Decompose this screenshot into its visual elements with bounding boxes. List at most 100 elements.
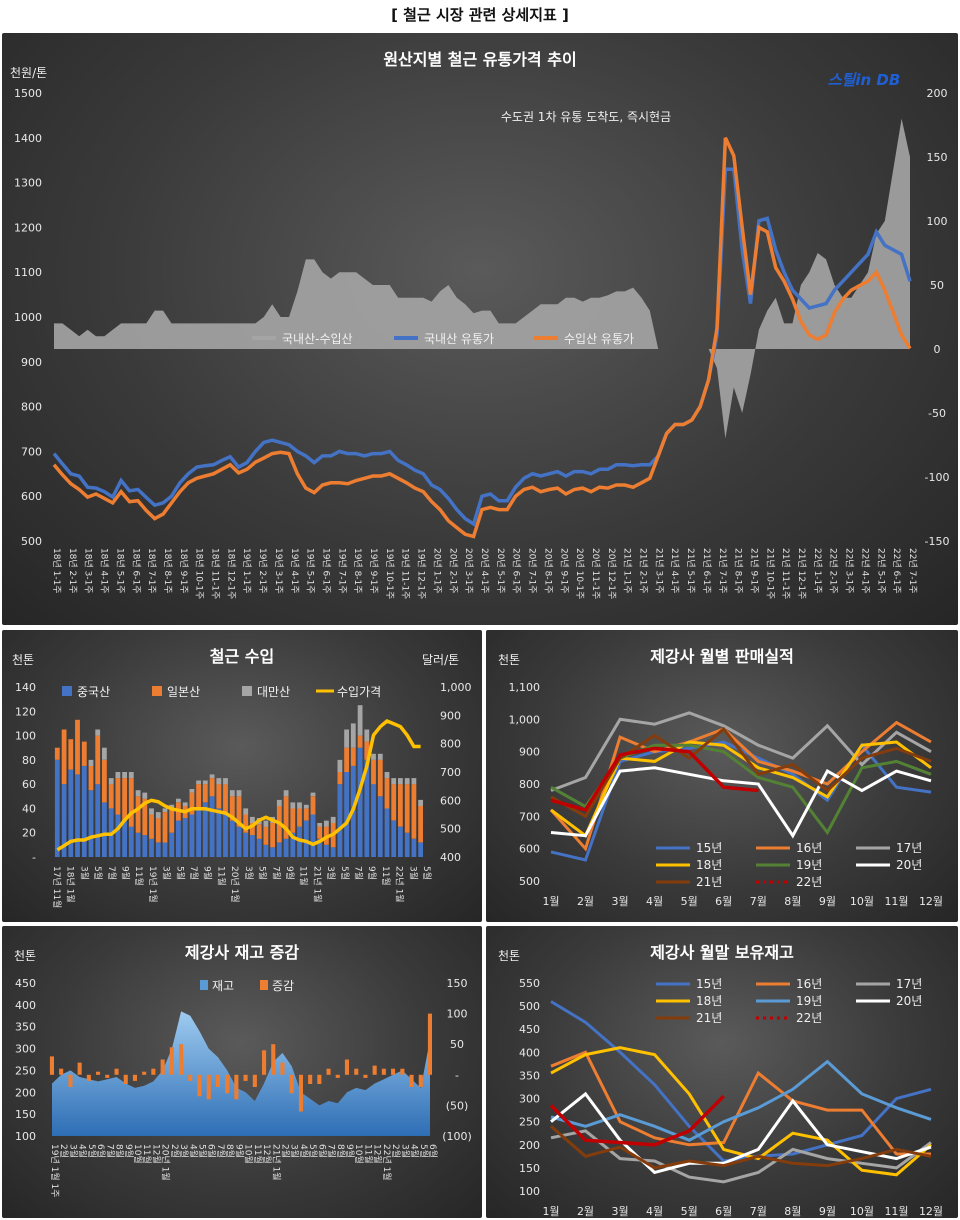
bar-중국산 [149,838,154,857]
y-tick-label: 300 [519,1093,540,1106]
x-tick-label: 7월 [215,1144,227,1158]
x-tick-label: 21년 8-1주 [733,548,744,594]
x-tick-label: 6월 [715,895,732,908]
bar-일본산 [162,812,168,843]
bar-중국산 [95,784,101,857]
x-tick-label: 10월 [243,1144,255,1164]
bar-대만산 [337,759,343,772]
bar-중국산 [88,790,94,857]
series-line-20년 [550,1091,932,1175]
bar-증감 [252,1074,257,1087]
bar-일본산 [102,759,107,803]
bar-증감 [215,1074,220,1087]
bar-일본산 [357,735,363,748]
monthly-sales-chart: 제강사 월별 판매실적 천톤 500 600 700 800 900 1,000 1,100 15… [498,647,943,908]
x-tick-label: 18년 6-1주 [130,548,141,594]
y2-tick-label: 0 [934,343,941,356]
x-tick-label: 12월 [919,895,943,908]
y-tick-label: 1,100 [509,681,541,694]
y2-tick-label: 900 [440,709,461,722]
x-tick-label: 9월 [819,895,836,908]
bar-중국산 [324,844,329,857]
x-tick-label: 18년 7-1주 [146,548,157,594]
x-tick-label: 18년 8-1주 [162,548,173,594]
legend-swatch [62,686,72,696]
bar-대만산 [418,799,423,806]
bar-중국산 [344,772,349,857]
watermark-logo: 스틸in DB [828,71,901,89]
y2-tick-label: (100) [442,1130,472,1143]
x-tick-label: 22년 3-1주 [844,548,855,594]
bar-중국산 [209,796,215,857]
bar-일본산 [95,735,101,785]
bar-일본산 [263,826,269,845]
bar-증감 [59,1068,64,1075]
bar-대만산 [223,778,228,785]
x-tick-label: 22년 6-1주 [891,548,902,594]
bar-대만산 [398,778,403,785]
x-tick-label: 3월 [289,1144,301,1158]
y-tick-label: 700 [519,810,540,823]
bar-대만산 [135,790,141,797]
x-tick-label: 5월 [339,866,351,880]
rebar-import-panel: 철근 수입 천톤 달러/톤 - 20 40 60 80 100 120 140 400 500 600 70… [2,630,482,922]
y-tick-label: 150 [519,1162,540,1175]
y-tick-label: 1400 [14,132,42,145]
bar-대만산 [404,778,410,785]
y-tick-label: 100 [519,1185,540,1198]
y2-tick-label: -150 [925,535,950,548]
y-tick-label: 900 [21,356,42,369]
x-tick-label: 19년 1-1주 [241,548,252,594]
legend-label: 22년 [796,875,822,889]
bar-일본산 [297,808,302,827]
bar-증감 [160,1059,165,1075]
bar-증감 [354,1068,359,1075]
bar-중국산 [135,832,141,857]
bar-중국산 [371,784,376,857]
x-tick-label: 7월 [106,866,118,880]
bar-대만산 [344,729,349,748]
x-tick-label: 5월 [197,1144,209,1158]
bar-증감 [391,1068,396,1075]
bar-중국산 [270,847,275,857]
y-tick-label: 1300 [14,177,42,190]
legend-swatch [260,980,268,990]
bar-중국산 [357,747,363,857]
legend-label: 18년 [696,994,722,1008]
x-tick-label: 4월 [187,1144,199,1158]
y2-tick-label: 400 [440,851,461,864]
bar-중국산 [276,842,282,857]
month-end-inventory-panel: 제강사 월말 보유재고 천톤 100 150 200 250 300 350 400 450 500… [486,926,958,1218]
bar-일본산 [142,798,148,836]
x-tick-label: 9월 [202,866,214,880]
bar-대만산 [236,790,242,797]
bar-일본산 [54,747,60,760]
bar-증감 [280,1062,285,1075]
x-tick-label: 22년 1월 [381,1144,393,1181]
y-tick-label: 450 [15,977,36,990]
x-tick-label: 11월 [133,866,145,886]
y-tick-label: 100 [15,1130,36,1143]
chart-subtitle: 수도권 1차 유통 도착도, 즉시현금 [501,110,671,124]
x-tick-label: 8월 [784,1205,801,1218]
x-tick-label: 21년 9-1주 [749,548,760,594]
bar-증감 [418,1074,423,1087]
y-tick-label: 250 [519,1116,540,1129]
legend-swatch [242,686,252,696]
bar-일본산 [350,747,356,766]
bar-대만산 [263,820,269,827]
x-tick-label: 11월 [363,1144,375,1164]
x-tick-label: 20년 7-1주 [527,548,538,594]
bar-증감 [344,1059,349,1075]
x-tick-label: 19년 1월 1주 [49,1144,61,1197]
x-tick-label: 5월 [86,1144,98,1158]
legend-label: 일본산 [167,685,200,699]
bar-중국산 [303,820,309,857]
bar-중국산 [283,838,289,857]
x-tick-label: 9월 [233,1144,245,1158]
bar-대만산 [149,808,154,815]
y2-tick-label: 200 [927,87,948,100]
x-tick-label: 18년 11-1주 [210,548,221,599]
chart-title: 제강사 월말 보유재고 [650,943,794,962]
